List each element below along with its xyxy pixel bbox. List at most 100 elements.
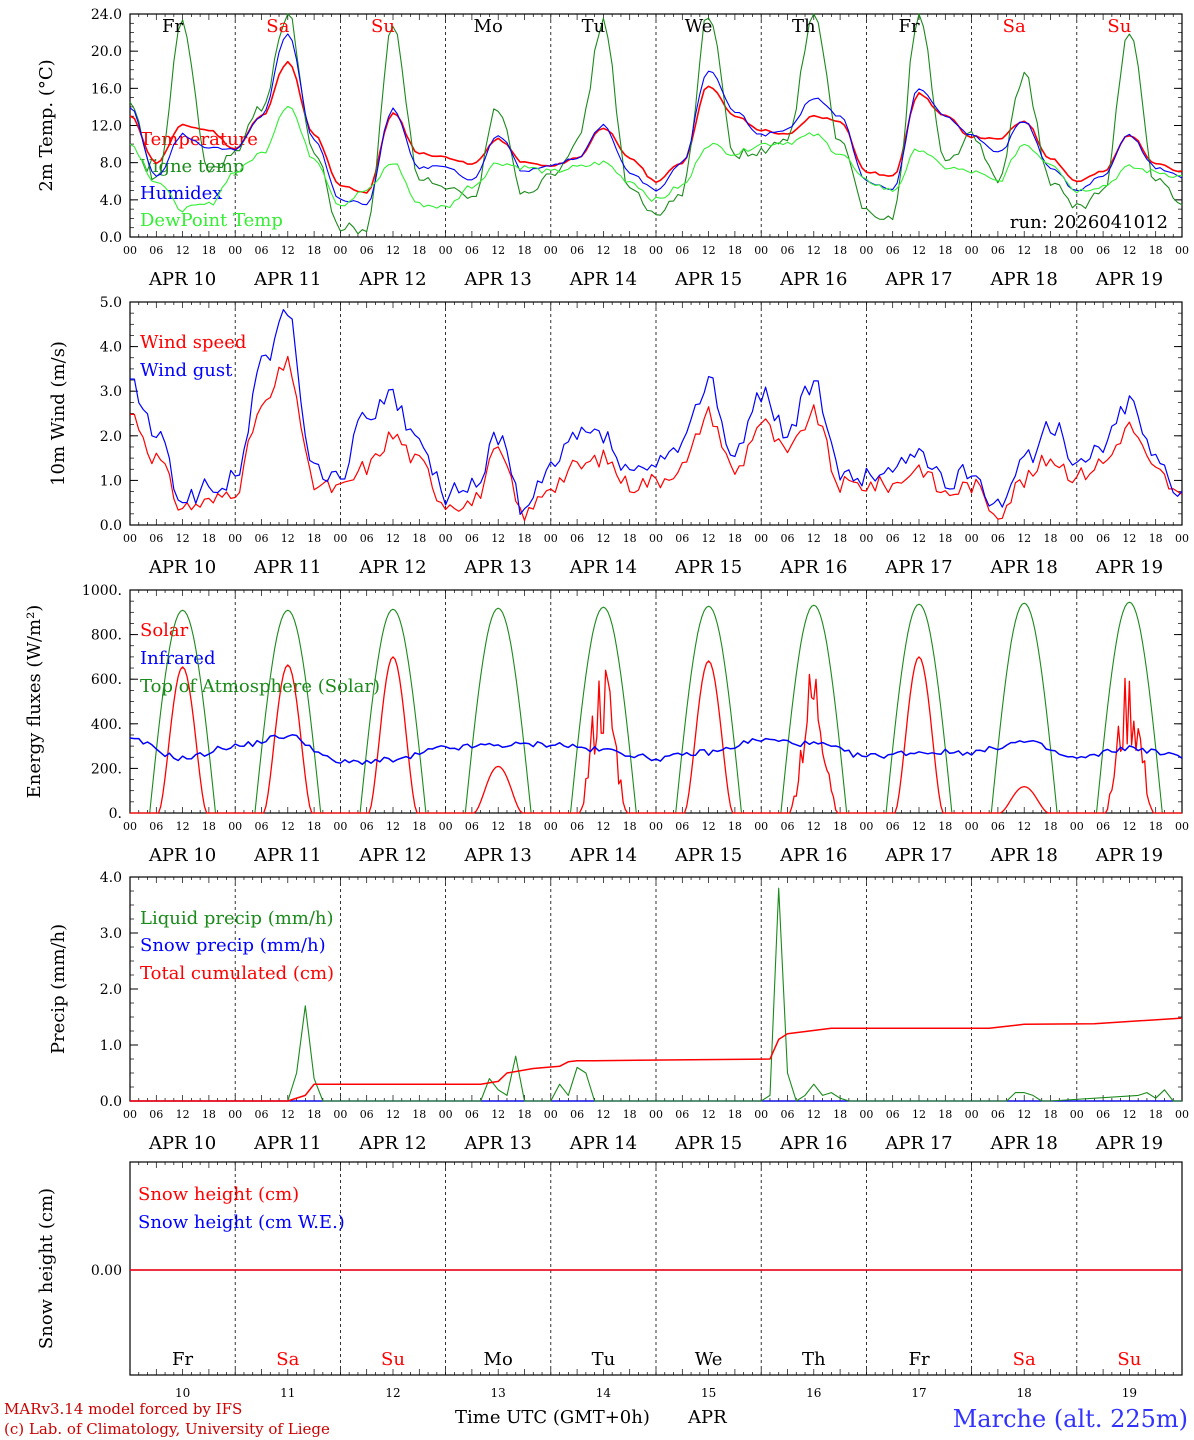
- day-number: 18: [1017, 1386, 1032, 1400]
- day-number: 13: [491, 1386, 506, 1400]
- hour-tick-label: 12: [1122, 1108, 1136, 1121]
- hour-tick-label: 18: [938, 244, 952, 257]
- date-label: APR 12: [358, 1133, 426, 1154]
- date-label: APR 18: [990, 269, 1058, 290]
- hour-tick-label: 00: [1175, 820, 1189, 833]
- date-label: APR 10: [148, 269, 216, 290]
- station-name: Marche (alt. 225m): [953, 1405, 1188, 1433]
- legend-humidex: Humidex: [140, 183, 222, 204]
- hour-tick-label: 06: [570, 532, 584, 545]
- hour-tick-label: 12: [1122, 244, 1136, 257]
- hour-tick-label: 00: [544, 820, 558, 833]
- hour-tick-label: 00: [859, 532, 873, 545]
- hour-tick-label: 18: [518, 532, 532, 545]
- day-of-week-bottom: We: [695, 1349, 723, 1370]
- date-label: APR 17: [884, 845, 952, 866]
- hour-tick-label: 00: [228, 532, 242, 545]
- date-label: APR 16: [779, 269, 847, 290]
- hour-tick-label: 18: [518, 1108, 532, 1121]
- y-tick-label: 800.: [91, 628, 122, 644]
- hour-tick-label: 00: [649, 532, 663, 545]
- hour-tick-label: 06: [675, 820, 689, 833]
- y-tick-label: 4.0: [100, 193, 122, 209]
- hour-tick-label: 00: [333, 1108, 347, 1121]
- y-axis-title: Snow height (cm): [36, 1188, 57, 1349]
- hour-tick-label: 06: [465, 532, 479, 545]
- hour-tick-label: 12: [491, 820, 505, 833]
- date-label: APR 11: [253, 1133, 321, 1154]
- date-label: APR 15: [674, 1133, 742, 1154]
- y-axis-title: 10m Wind (m/s): [48, 341, 69, 486]
- hour-tick-label: 00: [123, 532, 137, 545]
- hour-tick-label: 12: [912, 820, 926, 833]
- hour-tick-label: 00: [439, 532, 453, 545]
- y-axis-title: 2m Temp. (°C): [36, 59, 57, 191]
- date-label: APR 13: [464, 1133, 532, 1154]
- y-tick-label: 3.0: [100, 926, 122, 942]
- hour-tick-label: 06: [886, 820, 900, 833]
- hour-tick-label: 12: [596, 820, 610, 833]
- hour-tick-label: 00: [333, 244, 347, 257]
- legend-snow-height: Snow height (cm): [138, 1184, 299, 1205]
- hour-tick-label: 12: [702, 244, 716, 257]
- hour-tick-label: 18: [1044, 820, 1058, 833]
- legend-wind-gust: Wind gust: [140, 360, 233, 381]
- legend-dewpoint: DewPoint Temp: [140, 210, 283, 231]
- hour-tick-label: 18: [623, 244, 637, 257]
- hour-tick-label: 12: [912, 244, 926, 257]
- y-tick-label: 200.: [91, 761, 122, 777]
- date-label: APR 14: [569, 269, 637, 290]
- hour-tick-label: 12: [176, 820, 190, 833]
- line-vigne-temp: [129, 13, 1183, 235]
- date-label: APR 17: [884, 269, 952, 290]
- hour-tick-label: 18: [623, 820, 637, 833]
- hour-tick-label: 12: [807, 820, 821, 833]
- hour-tick-label: 06: [255, 532, 269, 545]
- y-axis-title: Precip (mm/h): [48, 924, 69, 1054]
- hour-tick-label: 12: [176, 1108, 190, 1121]
- hour-tick-label: 00: [1070, 532, 1084, 545]
- hour-tick-label: 06: [1096, 820, 1110, 833]
- legend-infrared: Infrared: [140, 648, 215, 669]
- hour-tick-label: 18: [1149, 820, 1163, 833]
- date-label: APR 19: [1095, 845, 1163, 866]
- hour-tick-label: 00: [1175, 1108, 1189, 1121]
- legend-snow-height-we: Snow height (cm W.E.): [138, 1212, 345, 1233]
- date-label: APR 14: [569, 1133, 637, 1154]
- hour-tick-label: 06: [675, 1108, 689, 1121]
- hour-tick-label: 06: [991, 532, 1005, 545]
- date-label: APR 18: [990, 557, 1058, 578]
- legend-liquid-precip: Liquid precip (mm/h): [140, 908, 334, 929]
- legend-snow-precip: Snow precip (mm/h): [140, 935, 326, 956]
- hour-tick-label: 18: [938, 1108, 952, 1121]
- y-tick-label: 0.: [109, 806, 122, 822]
- hour-tick-label: 12: [386, 532, 400, 545]
- day-of-week-top: Su: [1107, 16, 1131, 37]
- hour-tick-label: 00: [754, 244, 768, 257]
- legend-toa-solar: Top of Atmosphere (Solar): [140, 676, 380, 697]
- hour-tick-label: 12: [491, 532, 505, 545]
- date-label: APR 11: [253, 845, 321, 866]
- hour-tick-label: 00: [123, 820, 137, 833]
- hour-tick-label: 00: [439, 1108, 453, 1121]
- hour-tick-label: 12: [281, 244, 295, 257]
- hour-tick-label: 18: [412, 820, 426, 833]
- date-label: APR 14: [569, 845, 637, 866]
- hour-tick-label: 06: [255, 1108, 269, 1121]
- y-axis-title: Energy fluxes (W/m²): [24, 605, 45, 799]
- hour-tick-label: 00: [228, 1108, 242, 1121]
- hour-tick-label: 18: [833, 1108, 847, 1121]
- day-of-week-top: Th: [792, 16, 816, 37]
- date-label: APR 15: [674, 269, 742, 290]
- hour-tick-label: 12: [281, 532, 295, 545]
- xaxis-month: APR: [687, 1407, 727, 1428]
- hour-tick-label: 12: [491, 1108, 505, 1121]
- hour-tick-label: 12: [807, 244, 821, 257]
- y-tick-label: 4.0: [100, 340, 122, 356]
- date-label: APR 13: [464, 269, 532, 290]
- y-tick-label: 5.0: [100, 295, 122, 311]
- hour-tick-label: 00: [544, 244, 558, 257]
- hour-tick-label: 00: [333, 532, 347, 545]
- hour-tick-label: 00: [439, 244, 453, 257]
- line-total-cumulated: [130, 1017, 1183, 1102]
